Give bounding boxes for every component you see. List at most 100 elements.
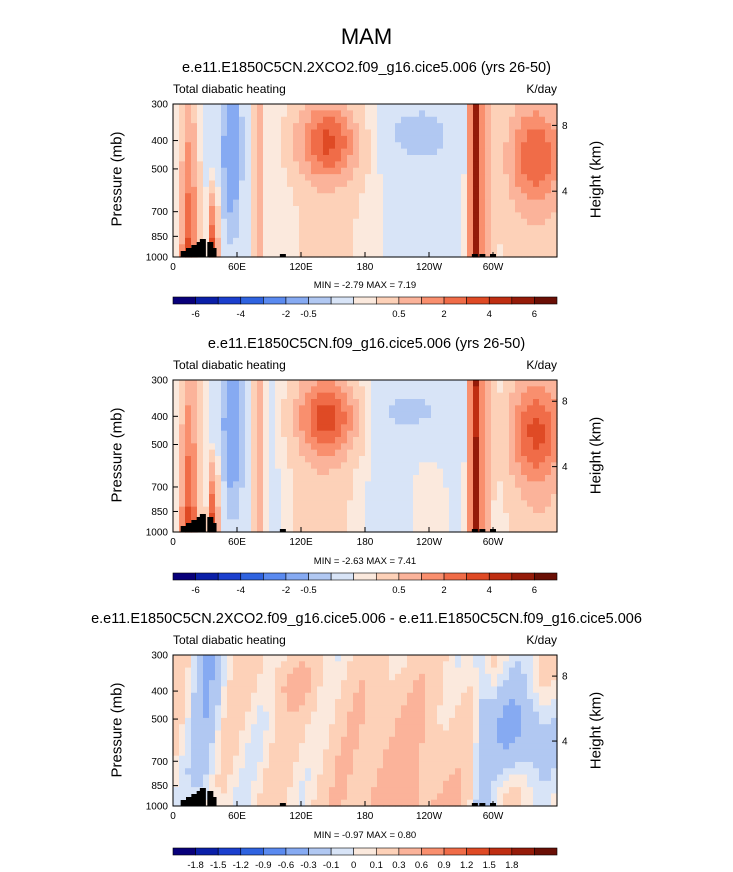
heatmap-cell bbox=[383, 380, 390, 387]
heatmap-cell bbox=[335, 667, 342, 675]
heatmap-cell bbox=[311, 199, 318, 207]
heatmap-cell bbox=[365, 500, 372, 508]
colorbar-swatch bbox=[443, 847, 467, 856]
heatmap-cell bbox=[317, 116, 324, 124]
heatmap-cell bbox=[407, 161, 414, 169]
heatmap-cell bbox=[419, 174, 426, 182]
heatmap-cell bbox=[515, 148, 522, 156]
heatmap-cell bbox=[413, 673, 420, 681]
heatmap-cell bbox=[311, 513, 318, 520]
heatmap-cell bbox=[431, 167, 438, 175]
heatmap-cell bbox=[179, 717, 186, 725]
heatmap-cell bbox=[323, 673, 330, 681]
heatmap-cell bbox=[221, 225, 228, 233]
heatmap-cell bbox=[371, 418, 378, 425]
heatmap-cell bbox=[419, 462, 426, 470]
heatmap-cell bbox=[215, 456, 222, 463]
heatmap-cell bbox=[539, 743, 546, 750]
heatmap-cell bbox=[521, 148, 528, 156]
heatmap-cell bbox=[347, 110, 354, 118]
heatmap-cell bbox=[287, 475, 294, 482]
heatmap-cell bbox=[185, 104, 192, 111]
heatmap-cell bbox=[395, 123, 402, 131]
heatmap-cell bbox=[395, 717, 402, 725]
heatmap-cell bbox=[359, 161, 366, 169]
heatmap-cell bbox=[317, 475, 324, 482]
heatmap-cell bbox=[257, 206, 264, 213]
heatmap-cell bbox=[317, 513, 324, 520]
heatmap-cell bbox=[401, 793, 408, 801]
heatmap-cell bbox=[497, 661, 504, 669]
heatmap-cell bbox=[305, 206, 312, 213]
heatmap-cell bbox=[227, 680, 234, 688]
heatmap-cell bbox=[233, 462, 240, 470]
heatmap-cell bbox=[503, 711, 510, 719]
heatmap-cell bbox=[305, 399, 312, 406]
heatmap-cell bbox=[473, 692, 480, 700]
heatmap-cell bbox=[245, 380, 252, 387]
heatmap-cell bbox=[197, 506, 204, 514]
heatmap-cell bbox=[365, 780, 372, 788]
heatmap-cell bbox=[455, 686, 462, 694]
heatmap-cell bbox=[221, 525, 228, 533]
heatmap-cell bbox=[173, 167, 180, 175]
heatmap-cell bbox=[209, 123, 216, 131]
heatmap-cell bbox=[545, 494, 552, 501]
heatmap-cell bbox=[413, 730, 420, 738]
heatmap-cell bbox=[275, 250, 282, 258]
heatmap-cell bbox=[425, 494, 432, 501]
heatmap-cell bbox=[281, 500, 288, 508]
heatmap-cell bbox=[407, 717, 414, 725]
heatmap-cell bbox=[353, 206, 360, 213]
heatmap-cell bbox=[515, 161, 522, 169]
heatmap-cell bbox=[209, 787, 216, 795]
heatmap-cell bbox=[329, 174, 336, 182]
heatmap-cell bbox=[497, 218, 504, 226]
heatmap-cell bbox=[401, 462, 408, 470]
heatmap-cell bbox=[269, 730, 276, 738]
heatmap-cell bbox=[221, 711, 228, 719]
heatmap-cell bbox=[455, 424, 462, 432]
heatmap-cell bbox=[257, 705, 264, 713]
y-tick-label: 850 bbox=[151, 232, 168, 243]
heatmap-cell bbox=[491, 199, 498, 207]
heatmap-cell bbox=[293, 392, 300, 400]
heatmap-cell bbox=[203, 730, 210, 738]
heatmap-cell bbox=[281, 673, 288, 681]
heatmap-cell bbox=[239, 487, 246, 495]
heatmap-cell bbox=[371, 411, 378, 419]
heatmap-cell bbox=[449, 206, 456, 213]
heatmap-cell bbox=[449, 123, 456, 131]
heatmap-cell bbox=[383, 430, 390, 438]
heatmap-cell bbox=[491, 244, 498, 252]
heatmap-cell bbox=[401, 768, 408, 776]
heatmap-cell bbox=[437, 525, 444, 533]
heatmap-cell bbox=[539, 525, 546, 533]
heatmap-cell bbox=[299, 399, 306, 406]
heatmap-cell bbox=[203, 761, 210, 769]
heatmap-cell bbox=[335, 206, 342, 213]
heatmap-cell bbox=[203, 437, 210, 444]
heatmap-cell bbox=[281, 411, 288, 419]
heatmap-cell bbox=[479, 711, 486, 719]
heatmap-cell bbox=[191, 787, 198, 795]
colorbar-swatch bbox=[195, 296, 219, 305]
heatmap-cell bbox=[317, 161, 324, 169]
heatmap-cell bbox=[251, 506, 258, 514]
heatmap-cell bbox=[401, 799, 408, 807]
heatmap-cell bbox=[257, 250, 264, 258]
heatmap-cell bbox=[479, 129, 486, 137]
topography-mask bbox=[279, 529, 286, 532]
heatmap-cell bbox=[431, 673, 438, 681]
heatmap-cell bbox=[299, 250, 306, 258]
heatmap-cell bbox=[527, 761, 534, 769]
heatmap-cell bbox=[539, 730, 546, 738]
heatmap-cell bbox=[467, 774, 474, 782]
heatmap-cell bbox=[443, 456, 450, 463]
heatmap-cell bbox=[455, 519, 462, 527]
heatmap-cell bbox=[275, 456, 282, 463]
heatmap-cell bbox=[287, 655, 294, 662]
heatmap-cell bbox=[347, 692, 354, 700]
heatmap-cell bbox=[395, 749, 402, 757]
heatmap-cell bbox=[539, 231, 546, 239]
